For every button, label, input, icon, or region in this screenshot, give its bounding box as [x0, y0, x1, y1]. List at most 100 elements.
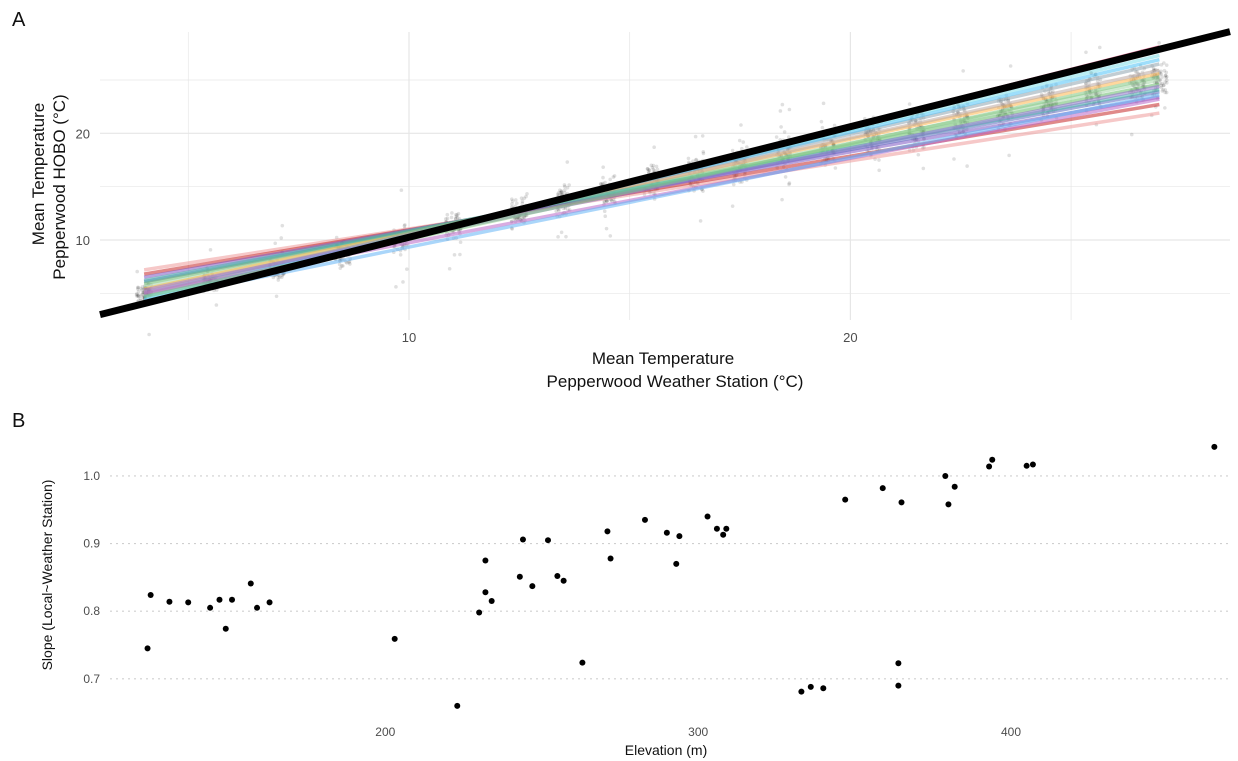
- data-point-a: [1008, 64, 1013, 68]
- data-point-a: [510, 197, 514, 201]
- data-point-a: [731, 182, 736, 187]
- data-point-a: [345, 261, 349, 265]
- data-point-a: [136, 293, 140, 298]
- data-point-a: [449, 215, 454, 220]
- data-point-a: [280, 275, 284, 280]
- identity-line-a: [99, 28, 1231, 319]
- data-point-a: [1097, 45, 1102, 50]
- data-point-a: [652, 169, 657, 173]
- data-point-a: [135, 269, 139, 274]
- data-point-a: [655, 167, 660, 172]
- data-point-a: [139, 286, 143, 291]
- data-point-b: [254, 604, 261, 611]
- x-ticks-a: 10 20: [402, 330, 858, 345]
- data-point-a: [557, 208, 561, 213]
- data-point-a: [136, 289, 141, 294]
- data-point-a: [567, 183, 571, 187]
- data-point-a: [1084, 50, 1088, 55]
- data-point-a: [214, 303, 219, 307]
- data-point-a: [730, 148, 735, 153]
- data-point-b: [951, 483, 958, 490]
- data-point-a: [602, 200, 607, 204]
- data-point-a: [654, 164, 659, 169]
- data-point-b: [554, 573, 561, 580]
- data-point-a: [515, 216, 520, 221]
- data-point-a: [787, 181, 792, 185]
- data-point-a: [559, 230, 564, 235]
- y-tick-label-b: 0.8: [83, 604, 100, 618]
- data-point-b: [1211, 443, 1218, 450]
- data-point-a: [604, 226, 609, 231]
- y-ticks-a: 10 20: [76, 126, 90, 248]
- data-point-a: [1157, 41, 1161, 45]
- data-point-a: [780, 102, 785, 107]
- x-ticks-b: 200 300 400: [375, 725, 1021, 739]
- data-point-b: [516, 573, 523, 580]
- data-point-a: [787, 107, 792, 112]
- data-point-a: [1160, 89, 1165, 93]
- data-point-a: [1163, 80, 1167, 84]
- data-point-b: [607, 555, 614, 562]
- data-point-a: [741, 140, 746, 144]
- y-tick-label-b: 0.9: [83, 537, 100, 551]
- data-point-a: [522, 215, 527, 220]
- data-point-a: [140, 288, 144, 292]
- data-point-a: [907, 102, 912, 106]
- data-point-b: [641, 516, 648, 523]
- x-tick-label-b: 300: [688, 725, 708, 739]
- data-point-a: [513, 198, 518, 202]
- data-point-a: [821, 101, 826, 106]
- data-point-a: [698, 219, 703, 223]
- panel-label-a: A: [12, 9, 26, 31]
- data-point-a: [522, 196, 527, 201]
- x-tick-label-a: 10: [402, 330, 416, 345]
- data-point-a: [833, 166, 838, 170]
- data-point-a: [337, 262, 342, 267]
- data-point-a: [135, 294, 139, 299]
- data-point-b: [704, 513, 711, 520]
- data-point-b: [676, 533, 683, 540]
- data-point-a: [1160, 81, 1164, 86]
- data-point-a: [774, 135, 779, 139]
- data-point-a: [458, 240, 463, 245]
- data-point-a: [559, 190, 564, 195]
- data-point-a: [510, 202, 514, 206]
- data-point-b: [391, 635, 398, 642]
- data-point-a: [520, 199, 525, 203]
- identity-line: [99, 28, 1231, 319]
- data-point-a: [563, 206, 568, 211]
- data-point-a: [399, 188, 404, 192]
- data-point-a: [1164, 75, 1168, 80]
- data-point-a: [140, 285, 145, 289]
- data-point-a: [140, 293, 144, 297]
- data-point-a: [599, 182, 603, 186]
- data-point-a: [554, 209, 558, 214]
- data-point-a: [558, 191, 563, 195]
- data-point-a: [651, 163, 656, 168]
- data-point-b: [207, 604, 214, 611]
- data-point-a: [524, 194, 528, 199]
- x-axis-title-a-line1: Mean Temperature: [592, 349, 734, 368]
- data-point-a: [403, 223, 407, 227]
- data-point-a: [338, 266, 343, 270]
- data-point-b: [579, 659, 586, 666]
- y-tick-label-a: 10: [76, 233, 90, 248]
- data-point-b: [898, 499, 905, 506]
- data-point-b: [989, 456, 996, 463]
- data-point-a: [961, 69, 965, 73]
- data-point-a: [603, 214, 608, 219]
- data-point-a: [610, 198, 614, 203]
- data-point-a: [565, 185, 570, 190]
- data-point-a: [559, 189, 564, 193]
- data-point-a: [1163, 90, 1167, 95]
- data-point-a: [601, 165, 605, 169]
- data-point-a: [276, 275, 280, 280]
- data-point-b: [723, 525, 730, 532]
- data-point-a: [820, 125, 825, 130]
- data-point-a: [647, 168, 651, 172]
- data-point-a: [1164, 75, 1169, 79]
- data-point-a: [1165, 81, 1169, 85]
- data-point-b: [986, 463, 993, 470]
- data-point-a: [136, 287, 140, 291]
- data-point-a: [276, 278, 281, 282]
